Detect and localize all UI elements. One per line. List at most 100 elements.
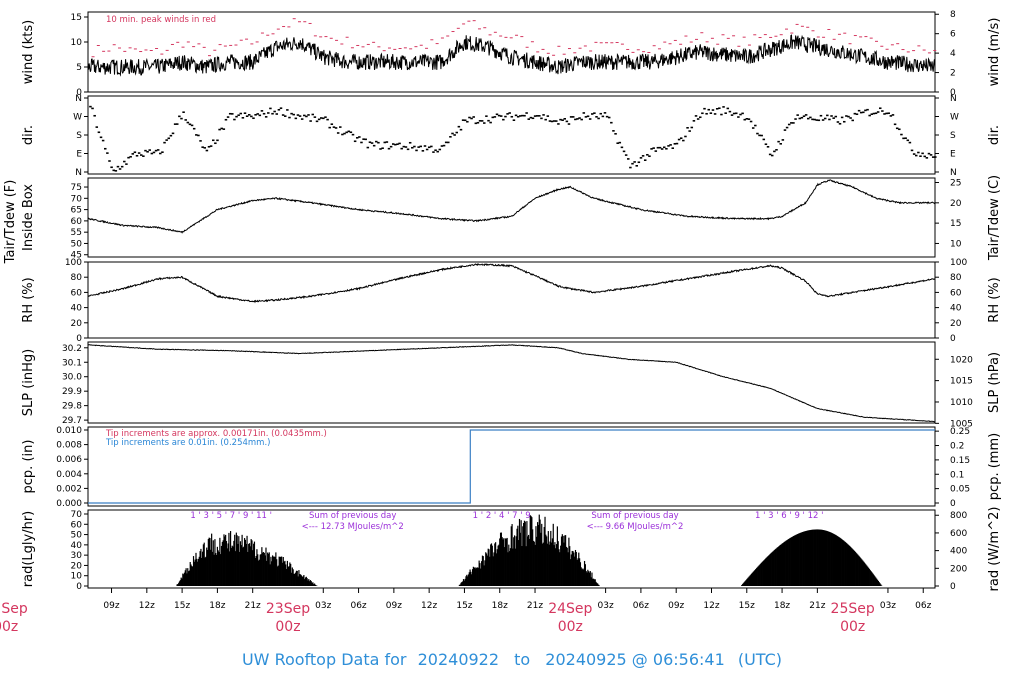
dir-ylabel-left: dir. xyxy=(21,125,36,145)
x-day-time: 00z xyxy=(558,619,583,635)
wind-left-tick-label: 5 xyxy=(76,63,82,73)
rad-left-tick-label: 40 xyxy=(71,541,83,551)
wind-avg-series xyxy=(87,34,936,77)
x-day-time: 00z xyxy=(0,619,18,635)
temp-left-tick-label: 65 xyxy=(71,206,82,216)
dir-panel-frame xyxy=(87,95,936,175)
rh-right-tick-label: 0 xyxy=(950,334,956,344)
wind-right-tick-label: 4 xyxy=(950,49,956,59)
x-tick-label: 21z xyxy=(809,601,825,611)
dir-left-tick-label: N xyxy=(75,94,82,104)
x-tick-label: 09z xyxy=(103,601,119,611)
x-tick-label: 03z xyxy=(315,601,331,611)
x-tick-label: 21z xyxy=(527,601,543,611)
dir-right-tick-label: S xyxy=(950,131,956,141)
slp-right-tick-label: 1010 xyxy=(950,398,973,408)
temp-right-tick-label: 15 xyxy=(950,219,961,229)
wind-ylabel-right: wind (m/s) xyxy=(987,18,1002,87)
x-tick-label: 09z xyxy=(668,601,684,611)
slp-ylabel-left: SLP (inHg) xyxy=(21,349,36,417)
slp-left-tick-label: 30.0 xyxy=(62,373,82,383)
temp-left-tick-label: 50 xyxy=(71,239,83,249)
pcp-note-red: Tip increments are approx. 0.00171in. (0… xyxy=(105,429,327,439)
rad-ylabel-right: rad (W/m^2) xyxy=(987,507,1002,592)
pcp-ylabel-left: pcp. (in) xyxy=(21,440,36,494)
rh-right-tick-label: 100 xyxy=(950,258,967,268)
temp-right-tick-label: 25 xyxy=(950,179,961,189)
temp-left-tick-label: 60 xyxy=(71,217,83,227)
rad-hours-label: 1 ' 3 ' 6 ' 9 ' 12 ' xyxy=(755,511,823,521)
pcp-right-tick-label: 0.15 xyxy=(950,456,970,466)
rh-left-tick-label: 40 xyxy=(71,304,83,314)
pcp-right-tick-label: 0 xyxy=(950,499,956,509)
x-day-label: 25Sep xyxy=(831,601,875,617)
x-tick-label: 12z xyxy=(139,601,155,611)
footer-tz: (UTC) xyxy=(738,650,782,669)
pcp-series xyxy=(88,429,935,504)
rad-left-tick-label: 60 xyxy=(71,520,83,530)
rad-hours-label: 1 ' 2 ' 4 ' 7 ' 9 xyxy=(473,511,531,521)
dir-ylabel-right: dir. xyxy=(987,125,1002,145)
pcp-ylabel-right: pcp. (mm) xyxy=(987,433,1002,500)
x-tick-label: 15z xyxy=(174,601,190,611)
dir-right-tick-label: E xyxy=(950,150,956,160)
wind-ylabel-left: wind (kts) xyxy=(21,20,36,84)
rad-right-tick-label: 400 xyxy=(950,547,967,557)
rad-sum-title: Sum of previous day xyxy=(309,511,396,521)
slp-panel-frame xyxy=(87,341,936,424)
pcp-left-tick-label: 0.010 xyxy=(56,426,82,436)
x-tick-label: 03z xyxy=(598,601,614,611)
rh-right-tick-label: 60 xyxy=(950,288,962,298)
temp-left-tick-label: 70 xyxy=(71,194,83,204)
chart-footer: UW Rooftop Data for 20240922 to 20240925… xyxy=(242,650,782,669)
rh-right-tick-label: 20 xyxy=(950,319,962,329)
x-tick-label: 18z xyxy=(774,601,790,611)
x-tick-label: 18z xyxy=(492,601,508,611)
slp-left-tick-label: 29.9 xyxy=(62,387,82,397)
temp-tair-series xyxy=(87,179,936,234)
slp-ylabel-right: SLP (hPa) xyxy=(987,352,1002,413)
dir-right-tick-label: N xyxy=(950,94,957,104)
temp-ylabel-left2: Inside Box xyxy=(21,184,36,251)
dir-left-tick-label: W xyxy=(73,113,82,123)
pcp-note-blue: Tip increments are 0.01in. (0.254mm.) xyxy=(105,438,270,448)
rad-panel-frame xyxy=(87,509,936,589)
x-tick-label: 06z xyxy=(915,601,931,611)
rh-panel-frame xyxy=(87,261,936,339)
rh-right-tick-label: 40 xyxy=(950,304,962,314)
pcp-left-tick-label: 0.006 xyxy=(56,455,82,465)
rad-right-tick-label: 600 xyxy=(950,529,967,539)
temp-ylabel-right: Tair/Tdew (C) xyxy=(987,175,1002,261)
pcp-left-tick-label: 0.004 xyxy=(56,470,82,480)
wind-right-tick-label: 8 xyxy=(950,10,956,20)
rh-ylabel-left: RH (%) xyxy=(21,277,36,322)
x-tick-label: 09z xyxy=(386,601,402,611)
rh-left-tick-label: 0 xyxy=(76,334,82,344)
rad-left-tick-label: 10 xyxy=(71,572,83,582)
rh-series xyxy=(87,262,936,304)
wind-left-tick-label: 0 xyxy=(76,88,82,98)
pcp-left-tick-label: 0.002 xyxy=(56,484,82,494)
wind-right-tick-label: 0 xyxy=(950,88,956,98)
slp-left-tick-label: 30.2 xyxy=(62,344,82,354)
x-tick-label: 15z xyxy=(739,601,755,611)
rad-sum-title: Sum of previous day xyxy=(591,511,678,521)
rad-left-tick-label: 0 xyxy=(76,582,82,592)
rad-hours-label: 1 ' 3 ' 5 ' 7 ' 9 ' 11 ' xyxy=(190,511,272,521)
rad-ylabel-left: rad(Lgly/hr) xyxy=(21,511,36,587)
pcp-left-tick-label: 0.008 xyxy=(56,441,82,451)
slp-left-tick-label: 29.8 xyxy=(62,402,82,412)
wind-panel-frame xyxy=(87,11,936,93)
pcp-left-tick-label: 0.000 xyxy=(56,499,82,509)
temp-left-tick-label: 55 xyxy=(71,228,82,238)
x-tick-label: 21z xyxy=(245,601,261,611)
dir-right-tick-label: N xyxy=(950,168,957,178)
slp-left-tick-label: 30.1 xyxy=(62,358,82,368)
wind-left-tick-label: 10 xyxy=(71,38,83,48)
rad-sum-value: <--- 12.73 MJoules/m^2 xyxy=(302,522,404,532)
dir-left-tick-label: S xyxy=(76,131,82,141)
x-tick-label: 12z xyxy=(421,601,437,611)
temp-left-tick-label: 45 xyxy=(71,251,82,261)
rh-left-tick-label: 100 xyxy=(65,258,82,268)
slp-right-tick-label: 1020 xyxy=(950,355,973,365)
